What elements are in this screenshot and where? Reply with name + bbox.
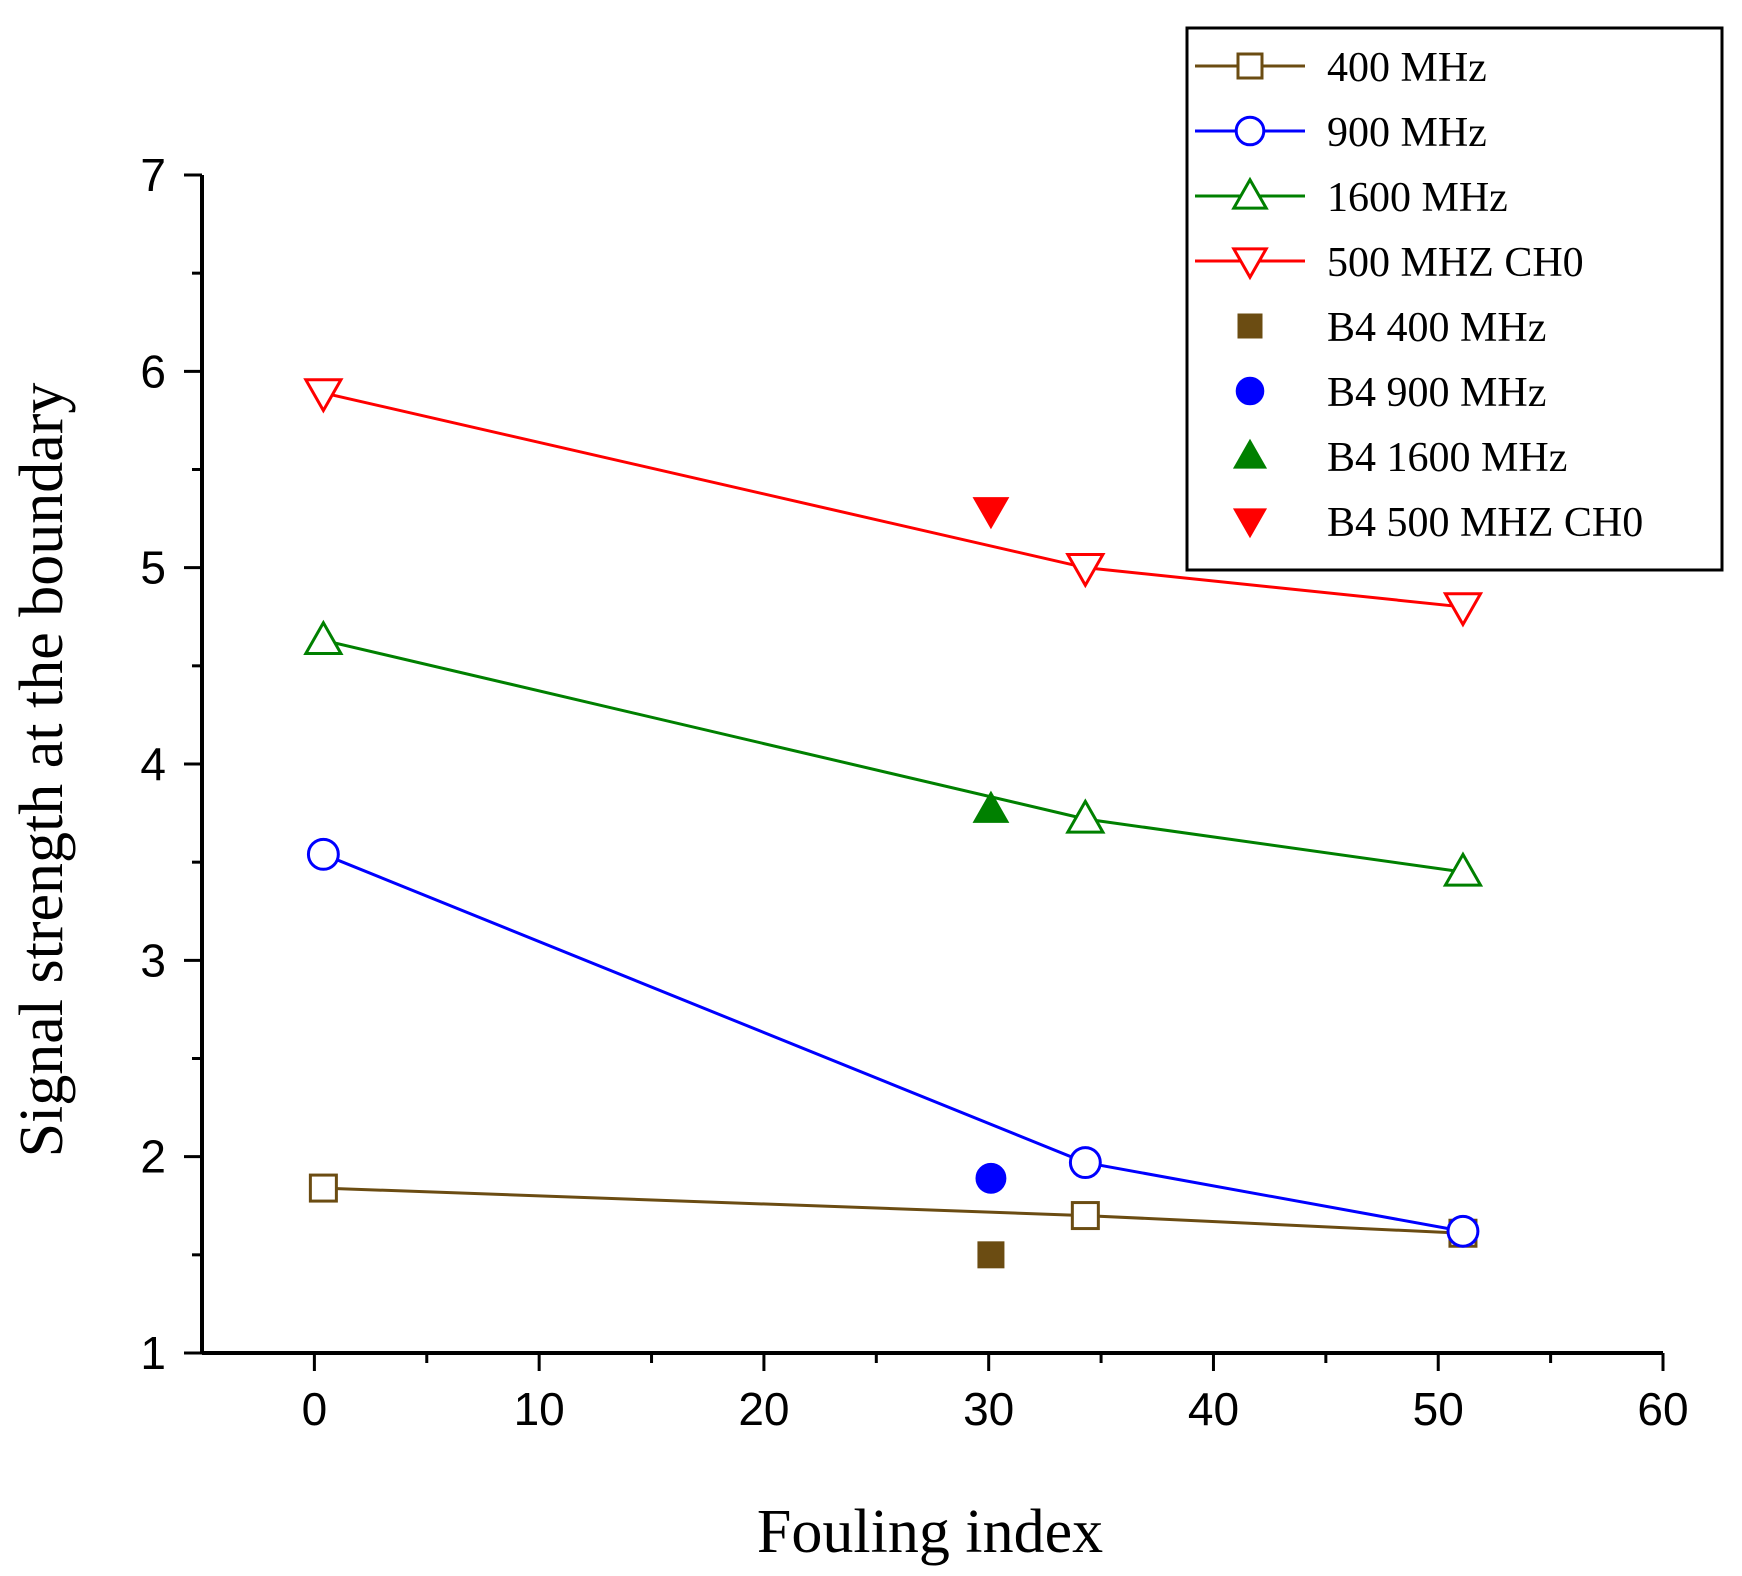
data-point [972,497,1010,530]
series-1600-mhz [303,619,1484,887]
legend-item: 900 MHz [1195,110,1487,156]
data-point [1065,798,1106,834]
series-500-mhz-ch0 [303,378,1484,628]
legend-marker [1236,52,1264,80]
series-line [323,1186,1464,1235]
data-point [975,1162,1007,1194]
data-point [1442,592,1484,628]
legend-label: 900 MHz [1327,110,1487,156]
y-tick-label: 5 [140,542,166,594]
data-point [1442,851,1484,887]
series-900-mhz [306,837,1480,1248]
legend-item: 1600 MHz [1195,175,1508,221]
data-point [308,1173,338,1203]
series-400-mhz [308,1173,1478,1248]
y-tick-label: 3 [140,934,166,986]
x-tick-label: 40 [1188,1383,1239,1435]
x-tick-label: 60 [1637,1383,1688,1435]
series-b4-1600-mhz [972,790,1010,823]
legend-item: 400 MHz [1195,45,1487,91]
data-point [303,378,344,414]
legend-label: 500 MHZ CH0 [1327,240,1584,286]
legend-marker [1232,508,1268,539]
legend-marker [1235,376,1265,406]
data-point [1065,553,1106,589]
y-tick-label: 7 [140,149,166,201]
legend-marker [1231,176,1269,210]
x-tick-label: 20 [738,1383,789,1435]
legend-item: B4 400 MHz [1237,305,1546,351]
legend-label: B4 1600 MHz [1327,435,1567,481]
data-point [306,837,340,871]
series-line [323,638,1464,874]
legend-label: B4 900 MHz [1327,370,1546,416]
legend-marker [1231,247,1269,281]
x-tick-label: 30 [963,1383,1014,1435]
legend-frame [1185,26,1724,572]
y-tick-label: 6 [140,345,166,397]
x-tick-label: 10 [514,1383,565,1435]
legend-marker [1237,313,1263,339]
x-axis-title: Fouling index [757,1498,1103,1566]
y-tick-label: 4 [140,738,166,790]
series-line [322,852,1464,1233]
legend-label: 1600 MHz [1327,175,1508,221]
x-tick-label: 50 [1413,1383,1464,1435]
legend-marker [1232,438,1268,469]
legend: 400 MHz 900 MHz 1600 MHz 500 MHZ CH0 B4 400 … [1185,26,1724,572]
series-b4-900-mhz [975,1162,1007,1194]
legend-label: B4 400 MHz [1327,305,1546,351]
axes: 0 10 20 30 40 50 60 1 2 3 4 5 6 7 [140,149,1688,1435]
legend-item: 500 MHZ CH0 [1195,240,1584,286]
legend-marker [1234,115,1266,147]
legend-label: B4 500 MHZ CH0 [1327,500,1643,546]
x-tick-label: 0 [302,1383,328,1435]
data-point [1068,1146,1102,1180]
y-tick-label: 2 [140,1131,166,1183]
data-point [1070,1201,1100,1231]
series-layer [303,378,1484,1269]
data-point [977,1241,1005,1269]
legend-item: B4 1600 MHz [1232,435,1567,481]
legend-item: B4 500 MHZ CH0 [1232,500,1643,546]
legend-item: B4 900 MHz [1235,370,1546,416]
data-point [972,790,1010,823]
data-point [1446,1214,1480,1248]
legend-label: 400 MHz [1327,45,1487,91]
series-b4-400-mhz [977,1241,1005,1269]
y-tick-label: 1 [140,1327,166,1379]
data-point [303,619,344,655]
series-b4-500-mhz-ch0 [972,497,1010,530]
y-axis-title: Signal strength at the boundary [8,383,76,1158]
